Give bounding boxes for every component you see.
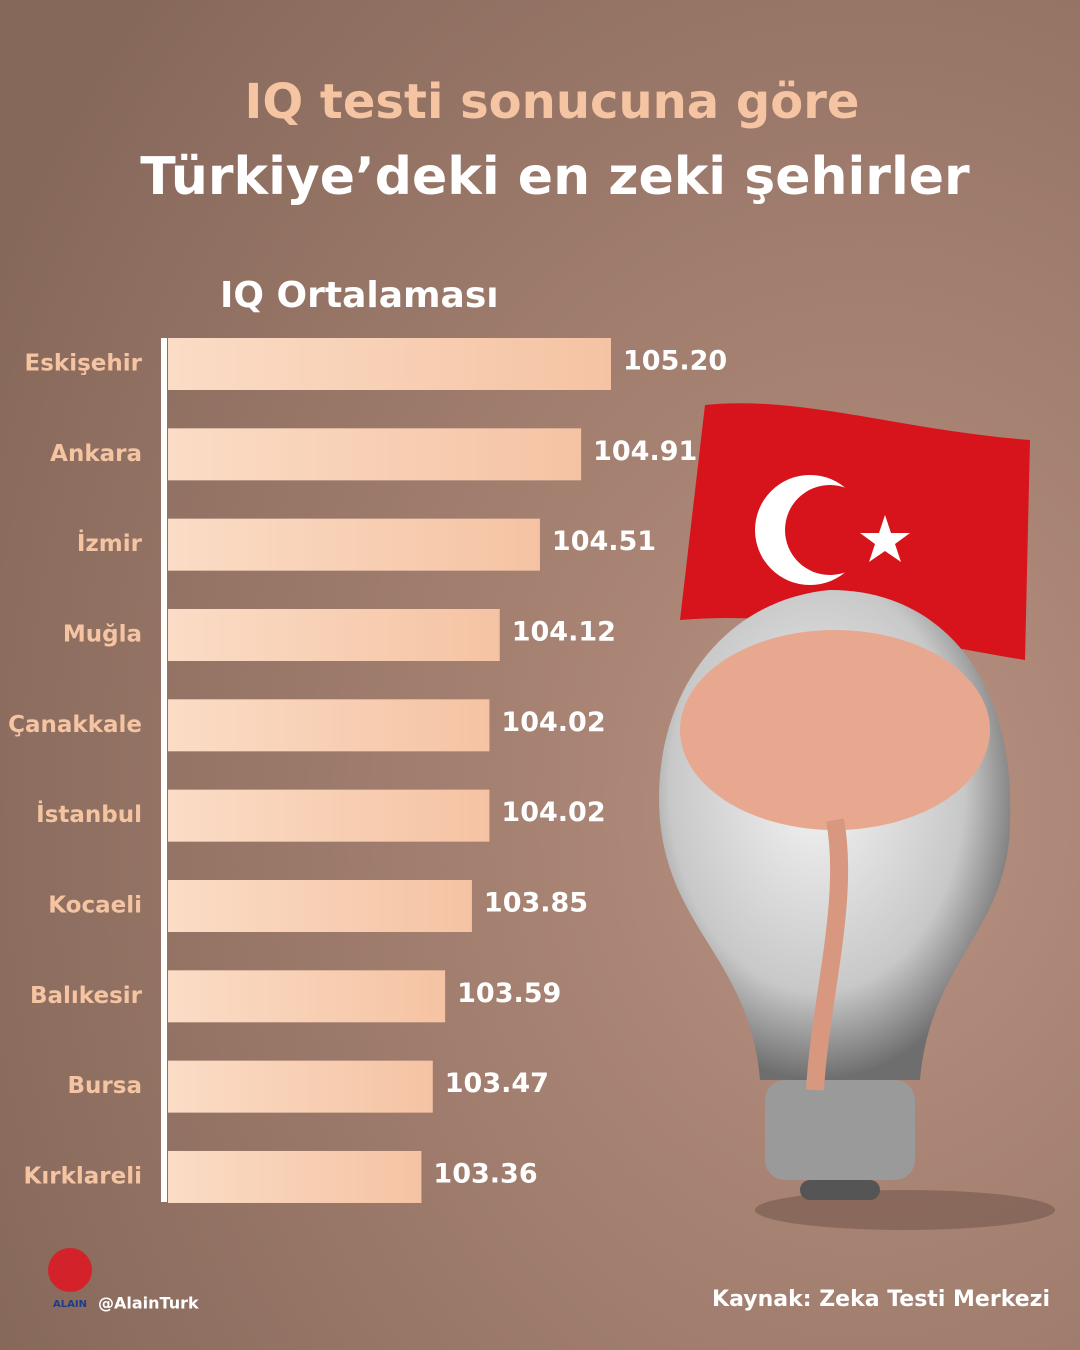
value-label: 103.59 — [457, 978, 561, 1009]
value-label: 105.20 — [623, 346, 727, 377]
bar — [168, 1060, 433, 1113]
category-label: Balıkesir — [30, 983, 143, 1009]
chart-title: IQ testi sonucuna göre — [245, 74, 860, 130]
axis-label: IQ Ortalaması — [220, 275, 499, 316]
value-label: 103.36 — [433, 1158, 537, 1189]
category-label: Kocaeli — [48, 892, 142, 918]
bar — [168, 518, 540, 571]
bar — [168, 428, 582, 481]
value-label: 103.47 — [445, 1068, 549, 1099]
bar — [168, 970, 446, 1023]
chart-subtitle: Türkiye’deki en zeki şehirler — [140, 147, 970, 207]
bar — [168, 699, 490, 752]
value-label: 104.51 — [552, 526, 656, 557]
category-label: Çanakkale — [8, 712, 142, 738]
value-label: 104.91 — [593, 436, 697, 467]
value-label: 104.02 — [501, 797, 605, 828]
handle: @AlainTurk — [98, 1294, 199, 1313]
bar — [168, 608, 500, 661]
category-label: Bursa — [68, 1073, 142, 1099]
category-label: Ankara — [50, 441, 142, 467]
logo — [48, 1248, 92, 1292]
bar — [168, 338, 611, 390]
category-label: Eskişehir — [25, 351, 143, 377]
flag-illustration — [680, 403, 1030, 660]
value-label: 104.02 — [501, 707, 605, 738]
value-label: 103.85 — [484, 887, 588, 918]
bar — [168, 789, 490, 842]
bulb-illustration — [659, 590, 1055, 1230]
logo-text: ALAIN — [53, 1299, 87, 1310]
category-label: Kırklareli — [24, 1163, 142, 1189]
category-label: Muğla — [63, 621, 142, 647]
value-label: 104.12 — [512, 616, 616, 647]
bar — [168, 1150, 422, 1203]
category-label: İstanbul — [36, 800, 142, 828]
source: Kaynak: Zeka Testi Merkezi — [712, 1287, 1050, 1312]
bar — [168, 879, 472, 932]
category-label: İzmir — [77, 529, 143, 557]
